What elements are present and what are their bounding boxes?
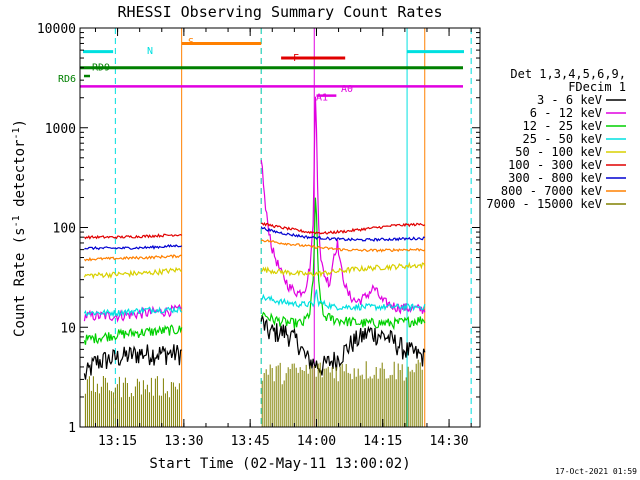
state-label-n: N <box>147 46 153 57</box>
legend-label-6: 300 - 800 keV <box>508 171 602 185</box>
series-25-50-kev-seg2 <box>260 289 426 312</box>
x-tick-label-1: 13:30 <box>164 434 203 449</box>
series-12-25-kev-seg2 <box>261 197 426 331</box>
series-6-12-kev-seg2 <box>260 96 426 315</box>
y-axis-label-sup1: -1 <box>11 215 22 227</box>
legend-label-3: 25 - 50 keV <box>523 132 602 146</box>
series-7000-15000-kev-seg2 <box>261 359 423 427</box>
series-3-6-kev-seg2 <box>260 315 426 376</box>
legend-header-line1: Det 1,3,4,5,6,9, <box>510 67 626 81</box>
x-tick-label-4: 14:15 <box>363 434 402 449</box>
x-tick-label-2: 13:45 <box>231 434 270 449</box>
legend-label-2: 12 - 25 keV <box>523 119 602 133</box>
series-50-100-kev-seg1 <box>83 266 182 280</box>
series-25-50-kev-seg1 <box>83 306 183 318</box>
state-label-a1: A1 <box>316 93 328 104</box>
chart-title: RHESSI Observing Summary Count Rates <box>117 3 442 21</box>
y-axis-label: Count Rate (s-1 detector-1) <box>11 119 28 337</box>
y-tick-label-1: 10 <box>60 321 76 336</box>
state-label-a0: A0 <box>341 84 353 95</box>
series-100-300-kev-seg1 <box>83 233 183 240</box>
y-tick-label-0: 1 <box>68 421 76 436</box>
x-axis-label: Start Time (02-May-11 13:00:02) <box>149 456 410 472</box>
y-tick-label-3: 1000 <box>45 122 76 137</box>
y-axis-label-end: ) <box>12 119 28 127</box>
footer-date: 17-Oct-2021 01:59 <box>555 467 637 476</box>
x-tick-label-0: 13:15 <box>98 434 137 449</box>
legend-label-8: 7000 - 15000 keV <box>486 197 602 211</box>
y-tick-label-4: 10000 <box>37 22 76 37</box>
x-tick-label-5: 14:30 <box>429 434 468 449</box>
series-12-25-kev-seg1 <box>83 324 183 345</box>
legend-header-line2: FDecim 1 <box>568 80 626 94</box>
y-tick-label-2: 100 <box>53 222 76 237</box>
series-3-6-kev-seg1 <box>83 344 182 380</box>
state-label-s: S <box>188 37 194 48</box>
x-tick-label-3: 14:00 <box>297 434 336 449</box>
state-label-rd6: RD6 <box>58 74 76 85</box>
legend-label-7: 800 - 7000 keV <box>501 184 602 198</box>
state-bars: N S F RD9 RD6 A1 A0 <box>58 37 464 104</box>
series-800-7000-kev-seg1 <box>83 254 182 262</box>
axes-ticks: 1 10 100 1000 10000 13:15 13:30 13:45 14:00 14:15… <box>37 22 480 449</box>
legend-label-4: 50 - 100 keV <box>515 145 602 159</box>
series-300-800-kev-seg2 <box>260 226 425 242</box>
series-layer <box>83 96 426 427</box>
vertical-markers <box>79 28 472 427</box>
legend-label-1: 6 - 12 keV <box>530 106 602 120</box>
legend-label-5: 100 - 300 keV <box>508 158 602 172</box>
series-800-7000-kev-seg2 <box>260 239 426 253</box>
series-7000-15000-kev-seg1 <box>84 376 180 427</box>
y-axis-label-mid: detector <box>12 140 28 216</box>
series-100-300-kev-seg2 <box>261 222 426 235</box>
series-300-800-kev-seg1 <box>84 243 183 251</box>
legend-label-0: 3 - 6 keV <box>537 93 602 107</box>
state-label-f: F <box>293 53 299 64</box>
state-label-rd9: RD9 <box>92 63 110 74</box>
y-axis-label-main: Count Rate (s <box>12 227 28 337</box>
y-axis-label-sup2: -1 <box>11 127 22 139</box>
series-50-100-kev-seg2 <box>260 261 426 278</box>
